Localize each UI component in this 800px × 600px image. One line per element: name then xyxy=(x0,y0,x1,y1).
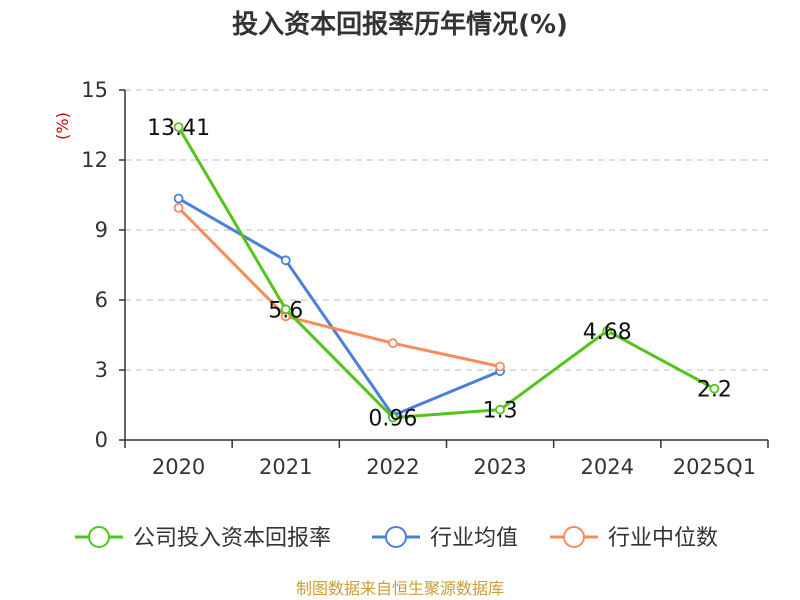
series-lines xyxy=(173,122,720,423)
data-point xyxy=(280,255,291,266)
legend: 公司投入资本回报率 行业均值 行业中位数 xyxy=(75,526,718,551)
data-point xyxy=(280,304,291,315)
axes: 0 3 6 9 12 15 2020 2021 2022 2023 2024 2025Q1 xyxy=(81,78,769,479)
legend-label-2: 行业中位数 xyxy=(608,526,718,551)
data-point xyxy=(388,412,398,423)
y-tick-label: 6 xyxy=(95,288,108,312)
legend-label-0: 公司投入资本回报率 xyxy=(133,526,331,551)
y-axis-unit: (%) xyxy=(53,112,72,140)
x-tick-label: 2020 xyxy=(152,455,205,479)
data-labels: 13.41 5.6 0.96 1.3 4.68 2.2 xyxy=(147,116,732,432)
data-label: 2.2 xyxy=(697,378,732,403)
data-point xyxy=(173,193,184,204)
legend-marker-0 xyxy=(88,526,110,548)
legend-marker-2 xyxy=(563,526,585,548)
data-point xyxy=(602,325,613,336)
series-line-1 xyxy=(177,197,501,417)
data-point xyxy=(709,383,720,394)
data-label: 0.96 xyxy=(368,407,417,432)
y-tick-label: 12 xyxy=(81,148,108,172)
y-tick-label: 15 xyxy=(81,78,108,102)
legend-marker-1 xyxy=(385,526,407,548)
data-label: 1.3 xyxy=(483,399,518,424)
data-label: 13.41 xyxy=(147,116,210,141)
y-tick-label: 9 xyxy=(95,218,108,242)
x-tick-label: 2023 xyxy=(473,455,526,479)
source-note: 制图数据来自恒生聚源数据库 xyxy=(296,579,504,598)
chart-title: 投入资本回报率历年情况(%) xyxy=(232,9,568,40)
x-tick-label: 2021 xyxy=(259,455,312,479)
series-line-2 xyxy=(177,206,501,368)
data-point xyxy=(388,338,398,349)
data-point xyxy=(495,404,505,415)
series-line-0 xyxy=(177,126,716,420)
data-point xyxy=(495,361,505,372)
x-tick-label: 2024 xyxy=(581,455,634,479)
x-tick-label: 2025Q1 xyxy=(673,455,756,479)
data-label: 5.6 xyxy=(268,298,303,323)
data-label: 4.68 xyxy=(583,320,632,345)
data-point xyxy=(173,122,184,132)
legend-label-1: 行业均值 xyxy=(430,526,518,551)
y-tick-label: 0 xyxy=(95,428,108,452)
data-point xyxy=(173,202,184,213)
grid-lines xyxy=(125,89,768,371)
y-tick-label: 3 xyxy=(95,358,108,382)
x-tick-label: 2022 xyxy=(366,455,419,479)
